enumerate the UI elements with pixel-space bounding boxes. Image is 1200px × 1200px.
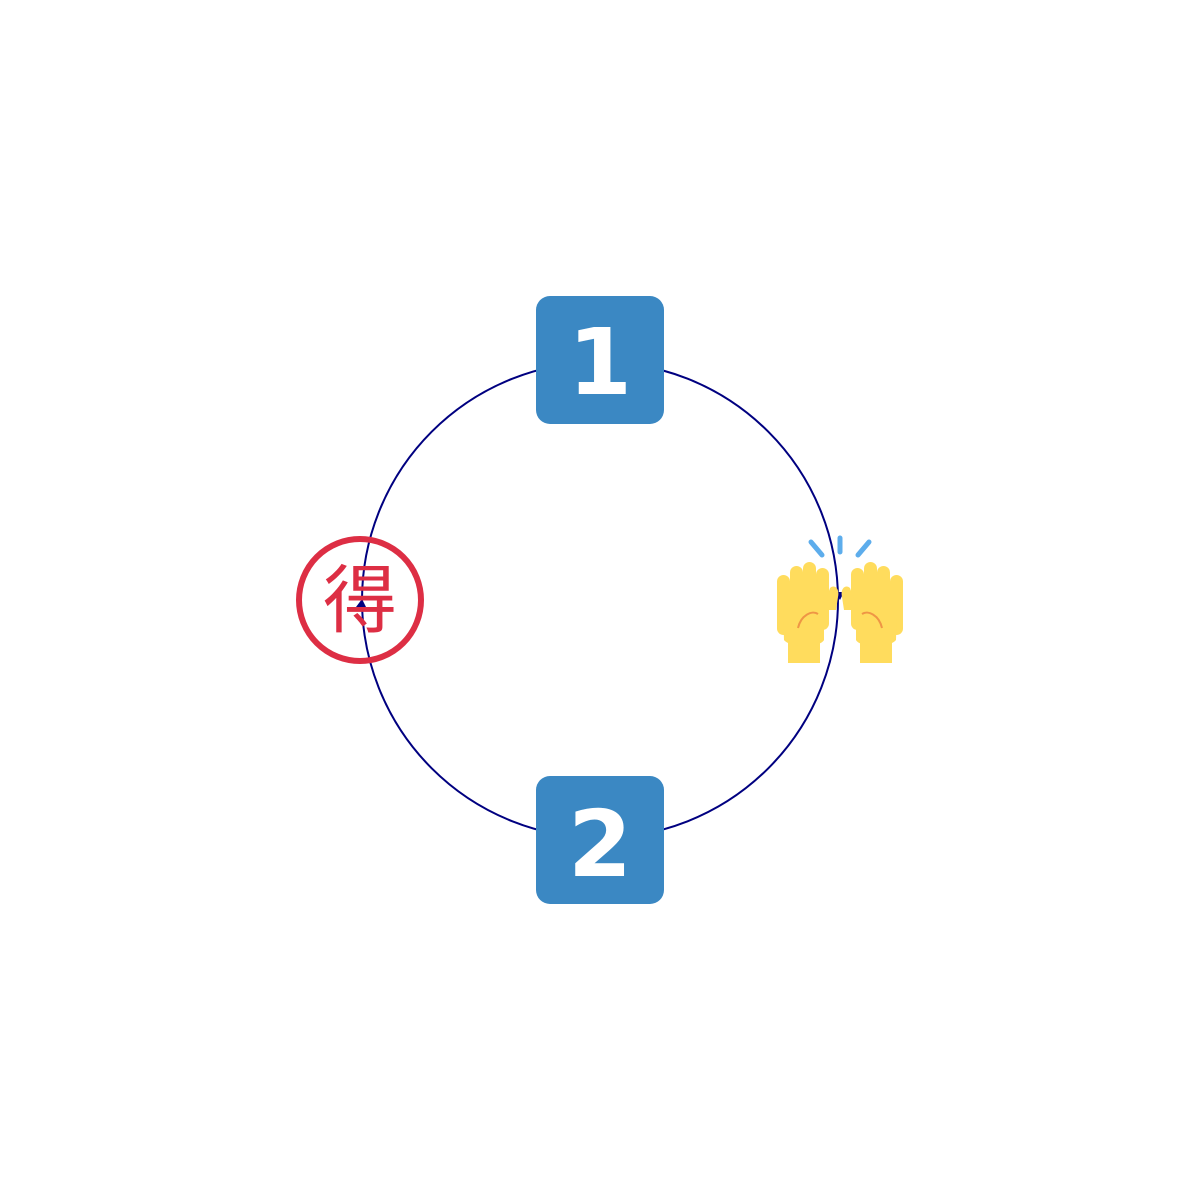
keycap-two-background [536, 776, 664, 904]
ring-arrow-left [356, 599, 366, 607]
advantage-ideograph: 得 [323, 558, 397, 644]
right-hand [841, 562, 903, 663]
sparkle-lines [808, 535, 872, 558]
keycap-one-label: 1 [568, 309, 632, 416]
circled-ideograph-advantage-icon: 得 [296, 536, 424, 664]
keycap-digit-two-icon: 2 [536, 776, 664, 904]
keycap-two-label: 2 [568, 791, 632, 898]
raising-hands-icon [777, 535, 903, 663]
keycap-digit-one-icon: 1 [536, 296, 664, 424]
left-hand [777, 562, 839, 663]
cycle-ring [361, 361, 839, 839]
keycap-one-background [536, 296, 664, 424]
advantage-circle [296, 536, 424, 664]
